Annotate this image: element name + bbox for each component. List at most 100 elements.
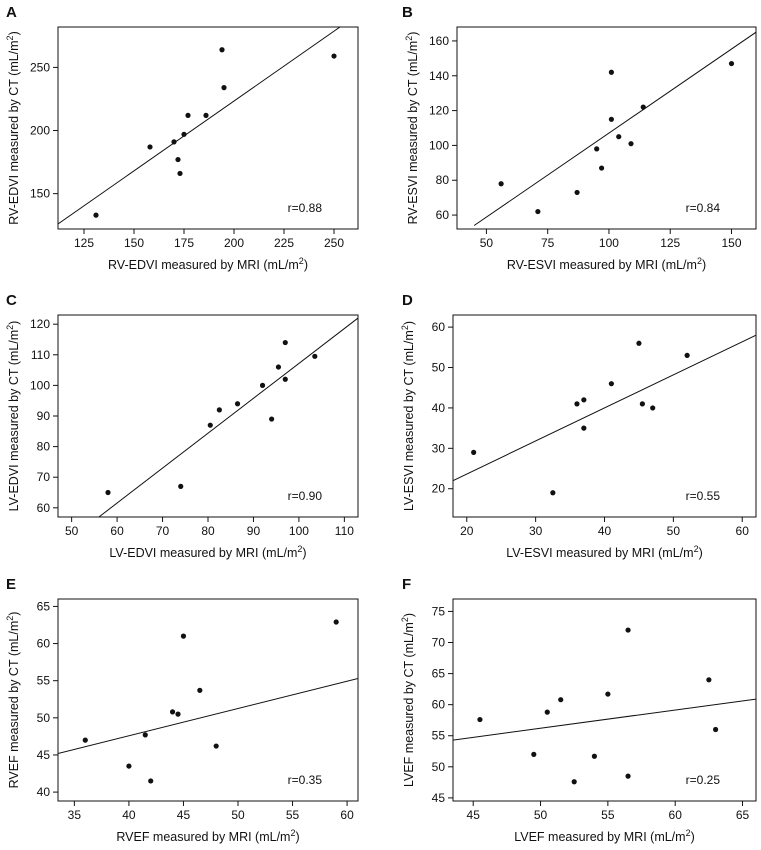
x-tick-label: 75 bbox=[541, 236, 555, 250]
panel-letter: D bbox=[402, 292, 413, 309]
panel-letter: C bbox=[6, 292, 17, 309]
x-axis-label: LV-EDVI measured by MRI (mL/m2) bbox=[109, 544, 306, 560]
data-point bbox=[684, 352, 690, 358]
y-tick-label: 70 bbox=[432, 636, 446, 650]
y-tick-label: 50 bbox=[432, 760, 446, 774]
x-tick-label: 225 bbox=[274, 236, 294, 250]
data-point bbox=[608, 69, 615, 75]
data-point bbox=[713, 726, 719, 733]
plot-area bbox=[57, 314, 359, 518]
data-point bbox=[82, 737, 88, 743]
data-point bbox=[628, 141, 634, 147]
data-point bbox=[650, 405, 656, 411]
data-point bbox=[581, 425, 587, 431]
x-tick-label: 125 bbox=[74, 236, 94, 250]
data-point bbox=[333, 619, 339, 625]
y-tick-label: 150 bbox=[30, 187, 50, 201]
data-point bbox=[148, 778, 154, 784]
x-axis-label: LVEF measured by MRI (mL/m2) bbox=[514, 828, 695, 844]
x-tick-label: 90 bbox=[247, 524, 261, 538]
correlation-label: r=0.35 bbox=[288, 773, 323, 787]
plot-area bbox=[452, 598, 757, 802]
x-tick-label: 200 bbox=[224, 236, 244, 250]
panel-c: C 50 60 70 80 90 100 110 60 70 80 90 100 110 120 r=0.9… bbox=[5, 292, 359, 560]
data-point bbox=[550, 490, 556, 496]
x-tick-label: 100 bbox=[289, 524, 309, 538]
x-tick-label: 55 bbox=[601, 808, 615, 822]
data-point bbox=[706, 677, 712, 683]
y-tick-label: 75 bbox=[432, 604, 446, 618]
y-axis-label: LV-EDVI measured by CT (mL/m2) bbox=[5, 321, 21, 512]
correlation-label: r=0.84 bbox=[686, 201, 721, 215]
correlation-label: r=0.88 bbox=[288, 201, 323, 215]
data-point bbox=[93, 212, 99, 218]
x-tick-label: 110 bbox=[335, 524, 354, 538]
y-axis-label: RVEF measured by CT (mL/m2) bbox=[5, 612, 21, 789]
y-tick-label: 60 bbox=[37, 637, 51, 651]
x-tick-label: 60 bbox=[669, 808, 683, 822]
regression-line bbox=[473, 31, 756, 226]
x-tick-label: 40 bbox=[598, 524, 612, 538]
regression-line bbox=[98, 317, 358, 517]
data-point bbox=[175, 711, 181, 717]
y-tick-label: 120 bbox=[30, 317, 50, 331]
y-tick-label: 160 bbox=[429, 34, 449, 48]
x-tick-label: 45 bbox=[467, 808, 481, 822]
data-point bbox=[598, 165, 605, 171]
y-tick-label: 100 bbox=[30, 378, 50, 392]
x-tick-label: 50 bbox=[231, 808, 245, 822]
y-tick-label: 110 bbox=[31, 348, 50, 362]
x-tick-label: 50 bbox=[667, 524, 681, 538]
y-tick-label: 200 bbox=[30, 124, 50, 138]
y-axis-label: LV-ESVI measured by CT (mL/m2) bbox=[400, 321, 416, 511]
data-point bbox=[331, 53, 337, 59]
x-tick-label: 250 bbox=[324, 236, 344, 250]
x-tick-label: 60 bbox=[110, 524, 124, 538]
data-point bbox=[216, 407, 222, 413]
x-tick-label: 100 bbox=[599, 236, 619, 250]
y-axis-label: RV-ESVI measured by CT (mL/m2) bbox=[404, 32, 420, 225]
x-tick-label: 40 bbox=[122, 808, 136, 822]
data-point bbox=[185, 112, 191, 118]
x-tick-label: 150 bbox=[124, 236, 144, 250]
y-tick-label: 40 bbox=[432, 401, 446, 415]
y-tick-label: 20 bbox=[432, 482, 446, 496]
data-point bbox=[544, 709, 550, 715]
panel-letter: A bbox=[6, 4, 17, 21]
regression-line bbox=[453, 334, 756, 482]
data-point bbox=[105, 489, 111, 496]
regression-line bbox=[453, 698, 756, 741]
data-point bbox=[203, 112, 209, 118]
data-point bbox=[616, 134, 622, 140]
data-point bbox=[175, 156, 181, 163]
x-tick-label: 60 bbox=[736, 524, 750, 538]
data-point bbox=[221, 85, 227, 91]
x-axis-label: LV-ESVI measured by MRI (mL/m2) bbox=[506, 544, 703, 560]
data-point bbox=[181, 131, 187, 137]
panel-letter: E bbox=[6, 576, 16, 593]
data-point bbox=[147, 144, 153, 150]
data-point bbox=[471, 449, 477, 455]
data-point bbox=[269, 416, 275, 422]
data-point bbox=[558, 697, 564, 703]
x-tick-label: 50 bbox=[65, 524, 79, 538]
y-axis-label: LVEF measured by CT (mL/m2) bbox=[400, 613, 416, 787]
data-point bbox=[608, 116, 615, 122]
x-tick-label: 55 bbox=[286, 808, 300, 822]
data-point bbox=[477, 716, 483, 723]
panel-e: E 35 40 45 50 55 60 40 45 50 55 60 65 r=0.35 RVEF mea… bbox=[5, 576, 359, 844]
data-point bbox=[171, 139, 177, 145]
y-tick-label: 40 bbox=[37, 785, 51, 799]
y-tick-label: 30 bbox=[432, 441, 446, 455]
data-point bbox=[639, 401, 645, 407]
regression-line bbox=[58, 677, 358, 754]
x-tick-label: 80 bbox=[201, 524, 215, 538]
data-point bbox=[275, 364, 282, 370]
plot-area bbox=[57, 26, 359, 230]
x-tick-label: 50 bbox=[480, 236, 494, 250]
y-tick-label: 120 bbox=[429, 104, 449, 118]
data-point bbox=[574, 189, 580, 196]
data-point bbox=[605, 691, 611, 697]
data-point bbox=[535, 208, 541, 215]
